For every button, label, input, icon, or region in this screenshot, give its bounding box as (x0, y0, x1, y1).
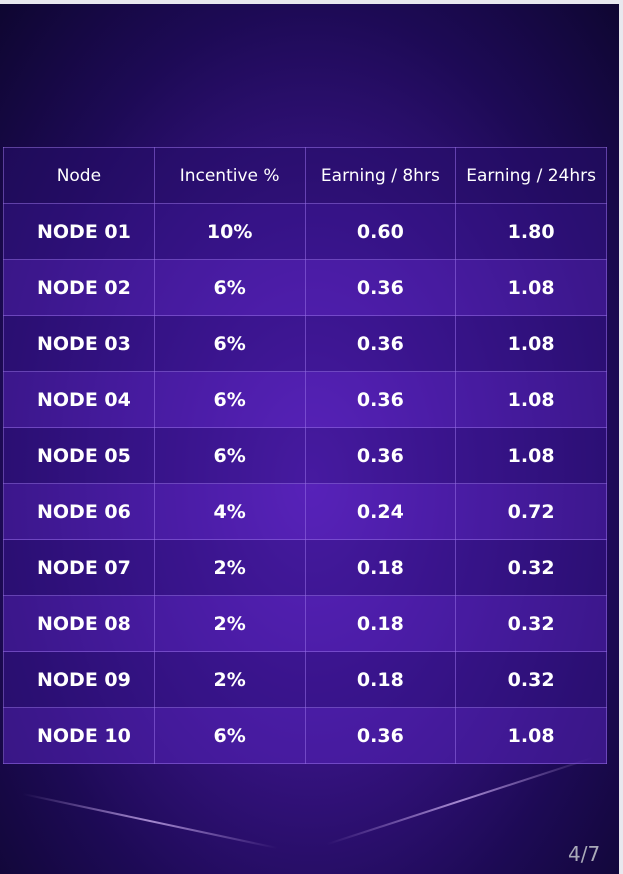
value-cell: 10% (153, 203, 306, 260)
value-cell: 0.18 (304, 595, 457, 652)
value-cell: 0.60 (304, 203, 457, 260)
node-name-cell: NODE 02 (3, 259, 155, 316)
header-cell: Earning / 24hrs (455, 147, 607, 204)
value-cell: 0.32 (455, 595, 607, 652)
table-body: NODE 01 10% 0.60 1.80 NODE 02 6% 0.36 1.08 NODE … (3, 203, 607, 764)
value-cell: 6% (153, 315, 306, 372)
value-cell: 0.36 (304, 371, 457, 428)
header-cell: Earning / 8hrs (304, 147, 457, 204)
value-cell: 1.08 (455, 707, 607, 764)
value-cell: 0.36 (304, 259, 457, 316)
node-name-cell: NODE 06 (3, 483, 155, 540)
value-cell: 0.36 (304, 427, 457, 484)
top-border (0, 0, 623, 4)
value-cell: 1.80 (455, 203, 607, 260)
node-name-cell: NODE 09 (3, 651, 155, 708)
table-row: NODE 08 2% 0.18 0.32 (3, 595, 607, 652)
table-row: NODE 06 4% 0.24 0.72 (3, 483, 607, 540)
table-row: NODE 07 2% 0.18 0.32 (3, 539, 607, 596)
light-streak (22, 792, 278, 850)
header-cell: Incentive % (153, 147, 306, 204)
value-cell: 0.32 (455, 651, 607, 708)
table-row: NODE 04 6% 0.36 1.08 (3, 371, 607, 428)
value-cell: 2% (153, 595, 306, 652)
node-name-cell: NODE 07 (3, 539, 155, 596)
table-row: NODE 02 6% 0.36 1.08 (3, 259, 607, 316)
value-cell: 1.08 (455, 427, 607, 484)
page-indicator: 4/7 (568, 842, 601, 866)
table-row: NODE 03 6% 0.36 1.08 (3, 315, 607, 372)
value-cell: 0.32 (455, 539, 607, 596)
node-name-cell: NODE 03 (3, 315, 155, 372)
table-row: NODE 05 6% 0.36 1.08 (3, 427, 607, 484)
header-cell: Node (3, 147, 155, 204)
right-border (619, 0, 623, 874)
value-cell: 6% (153, 427, 306, 484)
value-cell: 0.72 (455, 483, 607, 540)
node-name-cell: NODE 04 (3, 371, 155, 428)
value-cell: 0.36 (304, 707, 457, 764)
light-streak (326, 756, 594, 846)
node-name-cell: NODE 05 (3, 427, 155, 484)
value-cell: 1.08 (455, 371, 607, 428)
value-cell: 1.08 (455, 315, 607, 372)
value-cell: 6% (153, 371, 306, 428)
header-row: Node Incentive % Earning / 8hrs Earning / 2… (3, 147, 607, 204)
value-cell: 0.24 (304, 483, 457, 540)
value-cell: 0.18 (304, 539, 457, 596)
table-row: NODE 01 10% 0.60 1.80 (3, 203, 607, 260)
value-cell: 4% (153, 483, 306, 540)
table-row: NODE 09 2% 0.18 0.32 (3, 651, 607, 708)
value-cell: 6% (153, 259, 306, 316)
value-cell: 0.36 (304, 315, 457, 372)
node-name-cell: NODE 01 (3, 203, 155, 260)
value-cell: 0.18 (304, 651, 457, 708)
node-name-cell: NODE 08 (3, 595, 155, 652)
value-cell: 6% (153, 707, 306, 764)
value-cell: 2% (153, 651, 306, 708)
value-cell: 1.08 (455, 259, 607, 316)
table-row: NODE 10 6% 0.36 1.08 (3, 707, 607, 764)
node-table: Node Incentive % Earning / 8hrs Earning / 2… (3, 147, 607, 764)
node-name-cell: NODE 10 (3, 707, 155, 764)
value-cell: 2% (153, 539, 306, 596)
